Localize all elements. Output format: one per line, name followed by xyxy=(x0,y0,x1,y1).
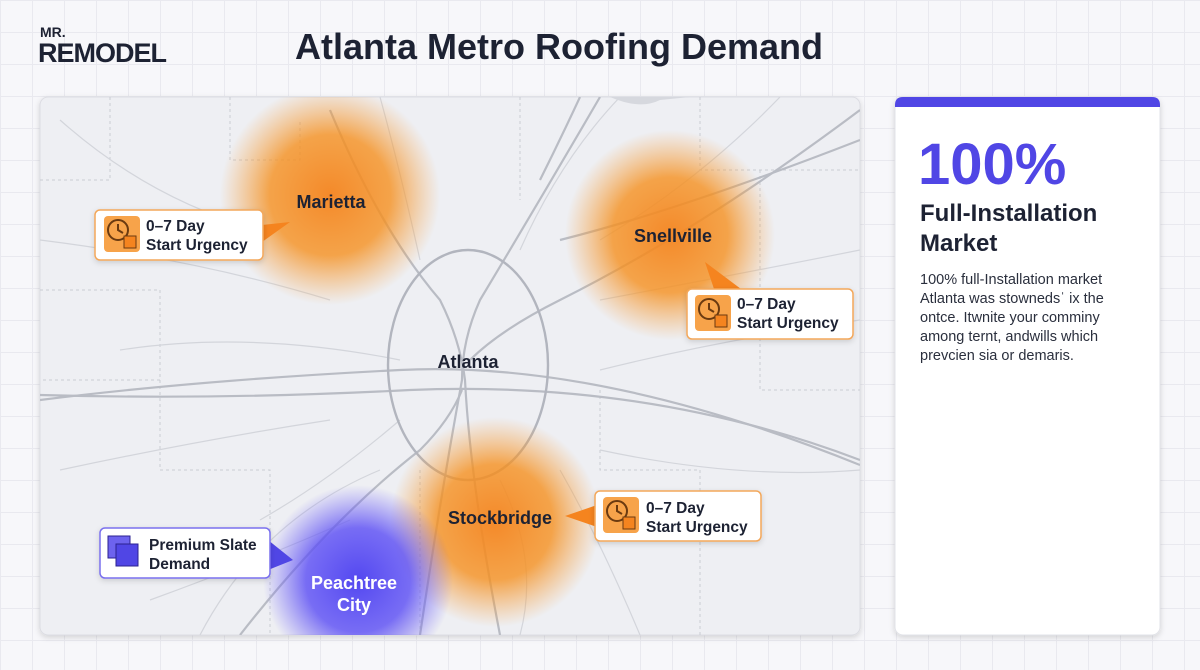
callout-text: Premium Slate xyxy=(149,537,257,554)
panel-body: ontce. Itwnite your comminy xyxy=(920,310,1100,326)
heat-area xyxy=(263,485,453,635)
panel-body: Atlanta was stownedsˈ ix the xyxy=(920,291,1104,307)
callout-text: 0–7 Day xyxy=(646,500,705,517)
city-label: City xyxy=(337,595,371,615)
panel-heading: Market xyxy=(920,230,997,257)
callout-text: Start Urgency xyxy=(146,237,248,254)
callout: 0–7 Day Start Urgency xyxy=(565,490,762,542)
callout-text: Start Urgency xyxy=(737,315,839,332)
callout: 0–7 Day Start Urgency xyxy=(686,262,854,340)
callout: 0–7 Day Start Urgency xyxy=(94,209,290,261)
panel-body: prevcien sia or demaris. xyxy=(920,348,1074,364)
callout-text: 0–7 Day xyxy=(737,296,796,313)
city-label: Stockbridge xyxy=(448,508,552,528)
panel-heading: Full-Installation xyxy=(920,200,1097,227)
callout-text: 0–7 Day xyxy=(146,218,205,235)
city-label: Marietta xyxy=(296,192,366,212)
panel-body: 100% full-Installation market xyxy=(920,272,1102,288)
city-label: Snellville xyxy=(634,226,712,246)
callout: Premium Slate Demand xyxy=(99,527,293,579)
heat-area xyxy=(220,97,440,305)
logo-top: MR. xyxy=(40,24,66,40)
callout-text: Demand xyxy=(149,556,210,573)
panel-body: among ternt, andwills which xyxy=(920,329,1098,345)
title: Atlanta Metro Roofing Demand xyxy=(295,26,823,67)
callout-text: Start Urgency xyxy=(646,519,748,536)
side-panel: 100% Full-Installation Market 100% full-… xyxy=(894,96,1161,636)
stat: 100% xyxy=(918,132,1066,197)
city-label: Atlanta xyxy=(437,352,499,372)
logo: REMODEL xyxy=(38,38,167,68)
city-label: Peachtree xyxy=(311,573,397,593)
